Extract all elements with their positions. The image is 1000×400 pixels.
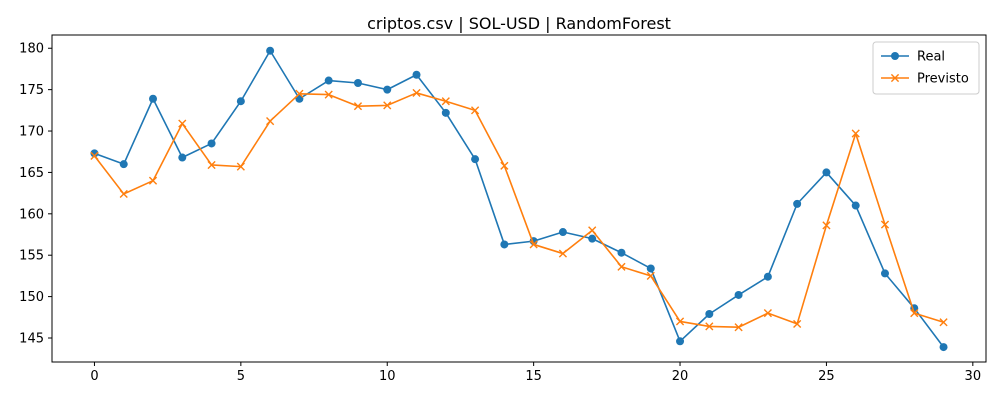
legend-label: Real: [917, 50, 945, 65]
data-point: [617, 248, 626, 257]
data-point: [558, 249, 568, 258]
data-point: [763, 272, 772, 281]
legend-box: [872, 41, 980, 95]
data-point: [880, 220, 890, 229]
legend-label: Previsto: [917, 72, 969, 87]
series-line: [93, 92, 944, 329]
data-point: [412, 70, 421, 79]
data-point: [178, 119, 187, 128]
data-point: [470, 106, 480, 115]
data-point: [793, 319, 802, 329]
data-point: [236, 162, 245, 171]
data-point: [734, 323, 743, 332]
data-point: [763, 309, 772, 318]
data-point: [851, 201, 860, 210]
data-point: [646, 271, 655, 280]
series-real: [90, 46, 948, 352]
data-point: [910, 309, 919, 318]
data-point: [588, 226, 597, 235]
data-point: [353, 79, 362, 88]
data-point: [676, 337, 685, 346]
data-point: [90, 151, 99, 160]
data-point: [412, 88, 421, 98]
x-tick-label: 20: [672, 369, 689, 384]
data-point: [705, 322, 714, 331]
x-tick-label: 30: [965, 369, 982, 384]
x-tick-label: 0: [90, 369, 98, 384]
y-tick-label: 180: [19, 42, 44, 57]
data-point: [207, 160, 216, 170]
data-point: [383, 101, 392, 110]
data-point: [558, 228, 567, 237]
data-point: [529, 240, 538, 249]
series-previsto: [90, 88, 948, 332]
data-point: [266, 46, 275, 55]
data-point: [822, 168, 831, 177]
axes-frame: [51, 34, 987, 363]
y-tick-label: 165: [19, 166, 44, 181]
y-tick-label: 175: [19, 83, 44, 98]
data-point: [119, 189, 128, 199]
data-point: [324, 90, 333, 99]
legend-item-previsto: Previsto: [881, 72, 969, 87]
x-tick-label: 5: [237, 369, 245, 384]
data-point: [588, 234, 597, 243]
data-point: [617, 262, 626, 271]
data-point: [939, 343, 948, 352]
data-point: [500, 161, 509, 170]
y-tick-label: 160: [19, 207, 44, 222]
x-axis: 0 5 10 15 20 25 30: [90, 362, 981, 384]
y-axis: 145 150 155 160 165 170 175 180: [19, 42, 52, 346]
data-point: [207, 139, 216, 148]
data-point: [675, 317, 685, 326]
data-point: [734, 290, 743, 299]
data-point: [880, 269, 889, 278]
chart-title: criptos.csv | SOL-USD | RandomForest: [367, 14, 671, 33]
data-point: [471, 155, 480, 164]
data-point: [822, 221, 831, 230]
data-point: [441, 97, 450, 106]
data-point: [148, 176, 158, 185]
data-point: [236, 97, 245, 106]
data-point: [119, 160, 128, 169]
data-point: [646, 264, 655, 273]
data-point: [178, 153, 187, 162]
y-tick-label: 150: [19, 290, 44, 305]
data-point: [441, 108, 450, 117]
data-point: [324, 76, 333, 85]
data-point: [705, 309, 714, 318]
legend-item-real: Real: [881, 50, 945, 65]
data-point: [90, 149, 99, 158]
x-tick-label: 10: [379, 369, 396, 384]
data-point: [851, 129, 860, 138]
data-point: [793, 199, 802, 208]
data-point: [383, 85, 392, 94]
x-tick-label: 15: [525, 369, 542, 384]
y-tick-label: 170: [19, 125, 44, 140]
data-point: [939, 318, 948, 327]
data-point: [295, 89, 304, 98]
data-point: [149, 94, 158, 103]
y-tick-label: 145: [19, 331, 44, 346]
legend-marker: [891, 52, 899, 60]
x-tick-label: 25: [818, 369, 835, 384]
y-tick-label: 155: [19, 249, 44, 264]
legend: Real Previsto: [872, 41, 980, 95]
series-line: [94, 49, 945, 348]
plot-area: [90, 46, 948, 352]
data-point: [353, 102, 363, 111]
data-point: [500, 240, 509, 249]
data-point: [266, 117, 275, 126]
